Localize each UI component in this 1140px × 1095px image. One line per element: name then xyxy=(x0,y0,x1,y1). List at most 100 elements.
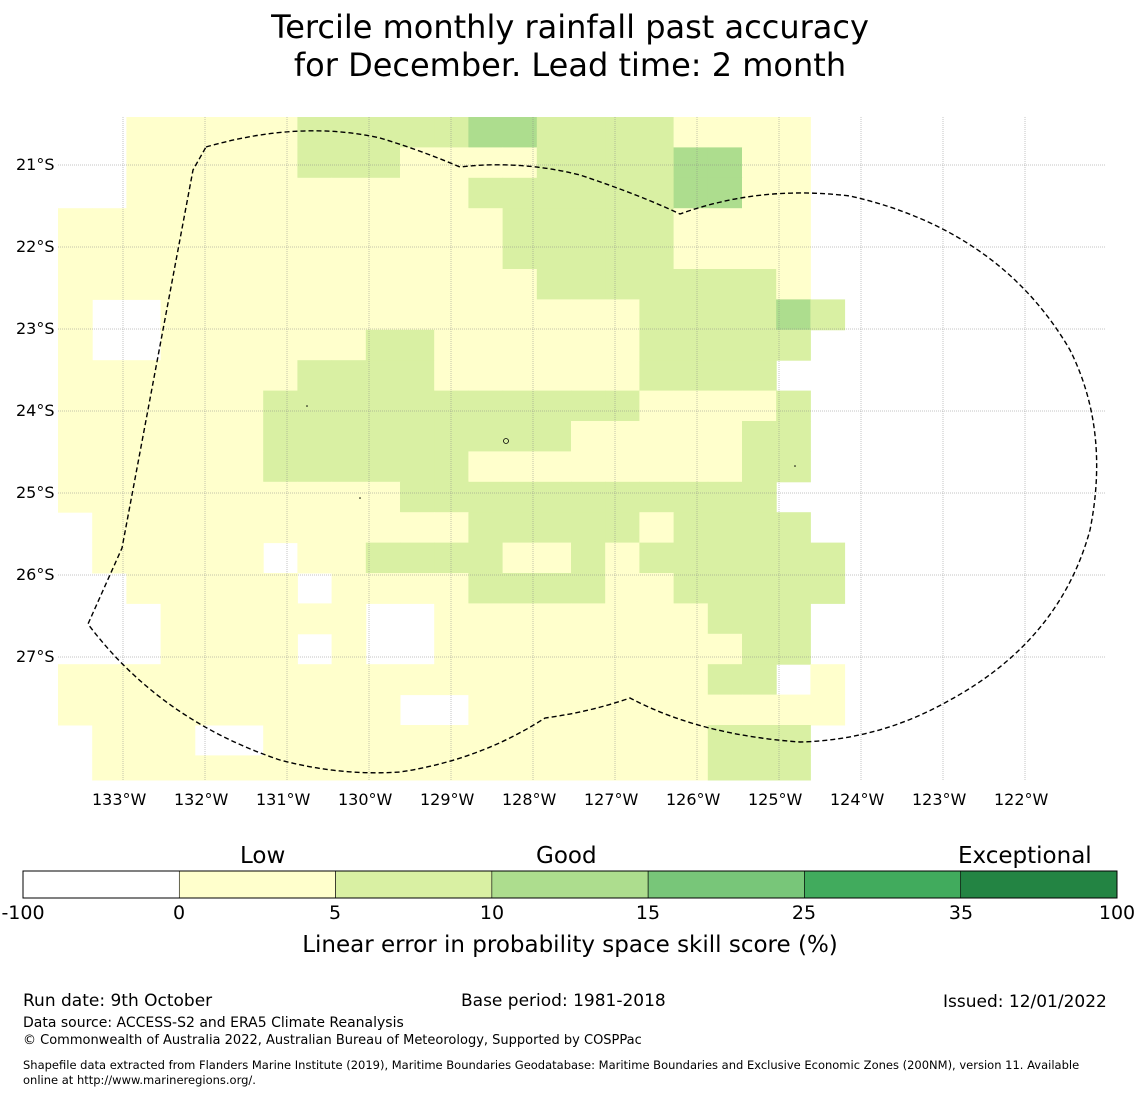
grid-cell xyxy=(605,603,640,635)
grid-cell xyxy=(58,329,93,361)
grid-cell xyxy=(263,177,298,209)
grid-cell xyxy=(605,329,640,361)
grid-cell xyxy=(331,664,367,696)
grid-cell xyxy=(468,390,504,422)
grid-cell xyxy=(297,451,333,483)
grid-cell xyxy=(229,117,264,148)
grid-cell xyxy=(160,117,196,148)
island-marker xyxy=(306,405,308,407)
grid-cell xyxy=(742,542,777,574)
grid-cell xyxy=(639,603,675,635)
grid-cell xyxy=(810,299,846,331)
grid-cell xyxy=(571,694,606,726)
base-period: Base period: 1981-2018 xyxy=(461,991,666,1011)
grid-cell xyxy=(468,664,504,696)
lon-label: 128°W xyxy=(502,790,557,809)
grid-cell xyxy=(468,117,504,148)
grid-cell xyxy=(810,664,846,696)
grid-cell xyxy=(365,390,401,422)
grid-cell xyxy=(536,147,572,179)
colorbar-heading-exceptional: Exceptional xyxy=(958,843,1092,869)
grid-cell xyxy=(194,481,230,513)
lon-label: 122°W xyxy=(994,790,1049,809)
grid-cell xyxy=(776,512,811,544)
grid-cell xyxy=(673,390,709,422)
grid-cell xyxy=(502,694,538,726)
grid-cell xyxy=(776,633,811,665)
grid-cell xyxy=(194,451,230,483)
grid-cell xyxy=(92,208,127,240)
grid-cell xyxy=(126,542,162,574)
grid-cell xyxy=(400,664,435,696)
grid-cell xyxy=(810,542,846,574)
grid-cell xyxy=(400,481,435,513)
grid-cell xyxy=(536,512,572,544)
grid-cell xyxy=(742,360,777,392)
grid-cell xyxy=(707,117,743,148)
grid-cell xyxy=(639,360,675,392)
grid-cell xyxy=(742,147,777,179)
grid-cell xyxy=(536,421,572,452)
grid-cell xyxy=(673,725,709,756)
grid-cell xyxy=(297,390,333,422)
grid-cell xyxy=(536,208,572,240)
colorbar-segment xyxy=(647,870,805,899)
grid-cell xyxy=(229,512,264,544)
grid-cell xyxy=(468,360,504,392)
lon-label: 132°W xyxy=(174,790,229,809)
grid-cell xyxy=(331,269,367,300)
grid-cell xyxy=(571,117,606,148)
grid-cell xyxy=(229,755,264,781)
grid-cell xyxy=(571,177,606,209)
grid-cell xyxy=(263,725,298,756)
grid-cell xyxy=(160,481,196,513)
grid-cell xyxy=(194,360,230,392)
grid-cell xyxy=(126,177,162,209)
grid-cell xyxy=(673,755,709,781)
grid-cell xyxy=(58,421,93,452)
lon-label: 129°W xyxy=(420,790,475,809)
grid-cell xyxy=(194,269,230,300)
grid-cell xyxy=(605,117,640,148)
grid-cell xyxy=(400,390,435,422)
colorbar-tick: -100 xyxy=(1,902,45,924)
grid-cell xyxy=(297,329,333,361)
grid-cell xyxy=(92,451,127,483)
grid-cell xyxy=(365,208,401,240)
grid-cell xyxy=(400,451,435,483)
grid-cell xyxy=(536,725,572,756)
grid-cell xyxy=(502,573,538,604)
grid-cell xyxy=(742,603,777,635)
grid-cell xyxy=(742,238,777,270)
grid-cell xyxy=(92,542,127,574)
grid-cell xyxy=(92,238,127,270)
colorbar-tick: 15 xyxy=(635,902,661,924)
grid-cell xyxy=(502,269,538,300)
grid-cell xyxy=(742,755,777,781)
grid-cell xyxy=(194,755,230,781)
grid-cell xyxy=(297,177,333,209)
grid-cell xyxy=(639,117,675,148)
grid-cell xyxy=(331,390,367,422)
grid-cell xyxy=(434,269,469,300)
grid-cell xyxy=(365,451,401,483)
grid-cell xyxy=(365,329,401,361)
grid-cell xyxy=(331,633,367,665)
grid-cell xyxy=(639,147,675,179)
grid-cell xyxy=(297,238,333,270)
grid-cell xyxy=(673,451,709,483)
grid-cell xyxy=(468,573,504,604)
grid-cell xyxy=(263,269,298,300)
grid-cell xyxy=(673,603,709,635)
colorbar-heading-low: Low xyxy=(240,843,286,869)
lat-label: 24°S xyxy=(16,401,55,420)
grid-cell xyxy=(263,512,298,544)
grid-cell xyxy=(434,755,469,781)
grid-cell xyxy=(502,451,538,483)
grid-cell xyxy=(742,299,777,331)
grid-cell xyxy=(92,421,127,452)
grid-cell xyxy=(639,238,675,270)
grid-cell xyxy=(297,208,333,240)
grid-cell xyxy=(502,208,538,240)
grid-cell xyxy=(331,177,367,209)
